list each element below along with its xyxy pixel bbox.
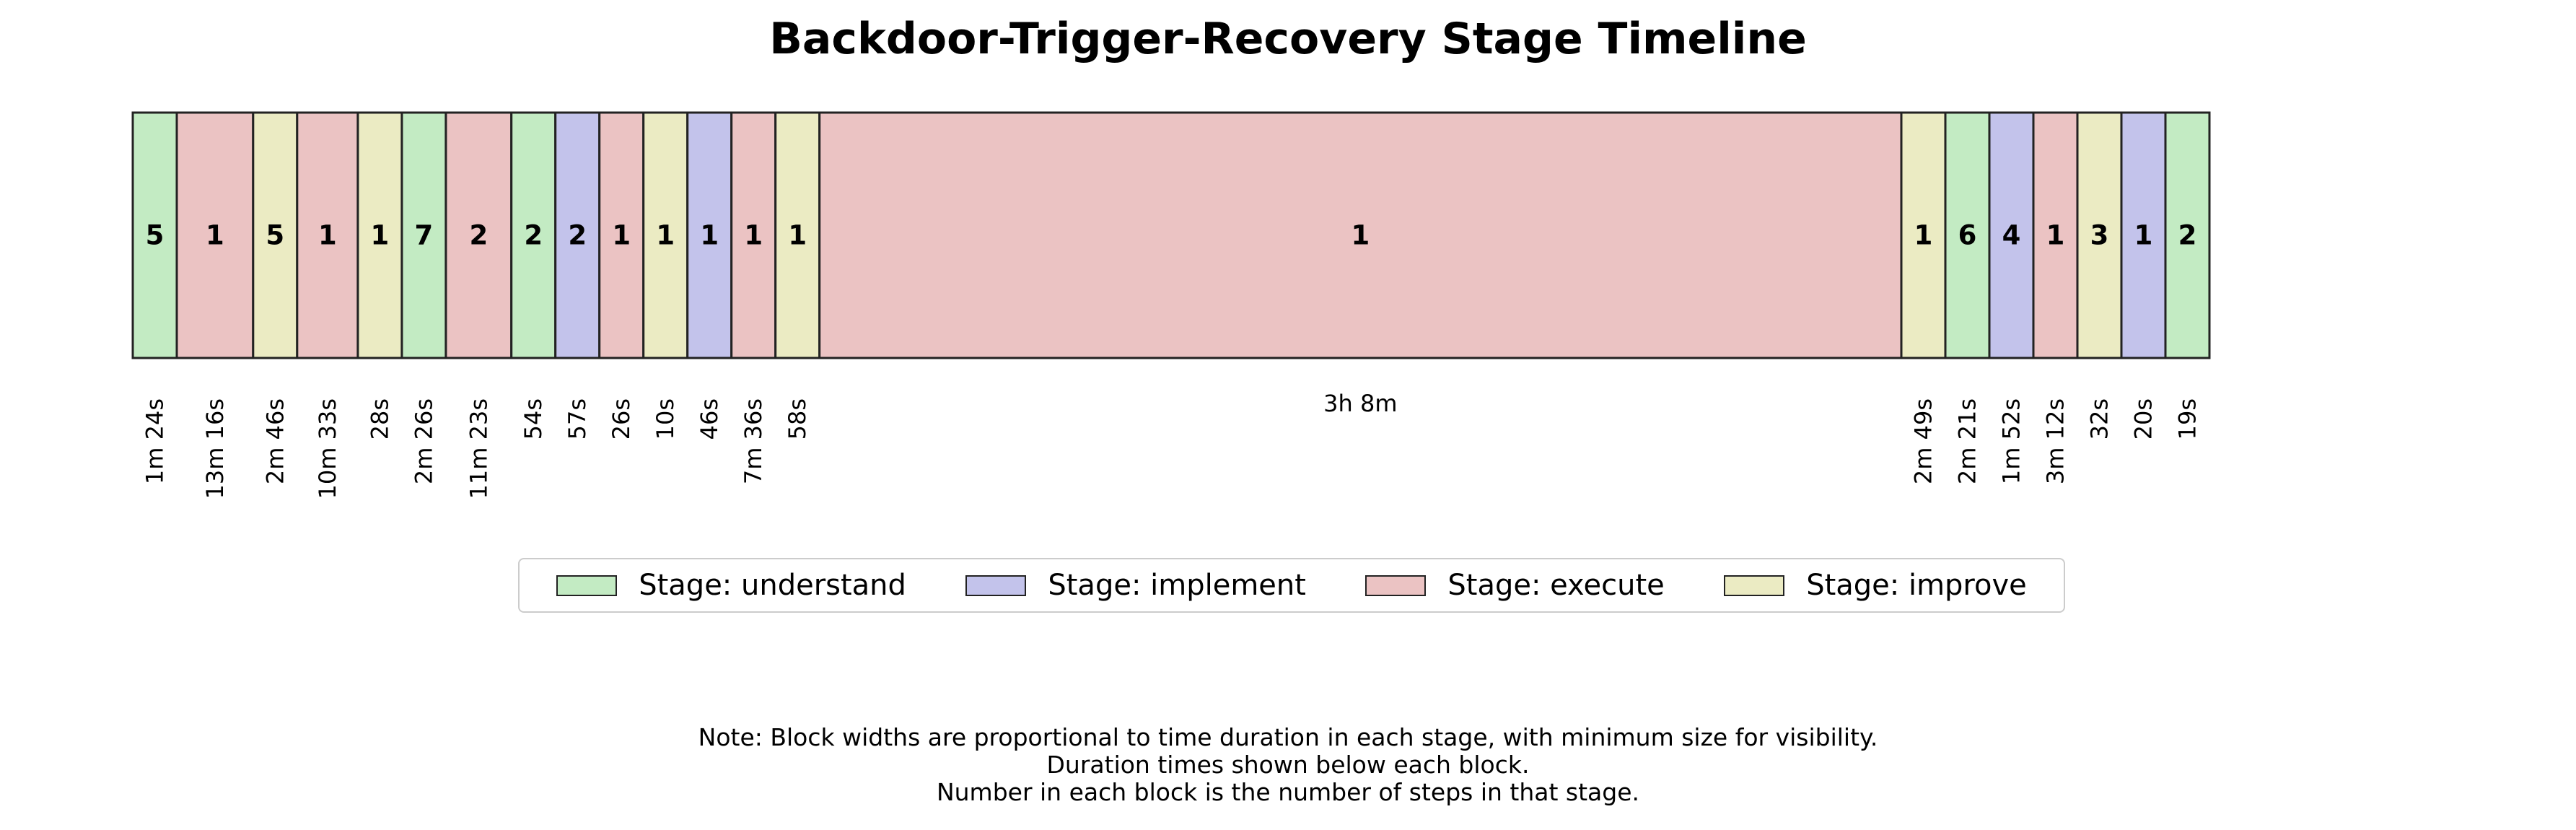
timeline-block-implement (2120, 111, 2167, 359)
timeline-block-execute (598, 111, 645, 359)
timeline-block-improve (642, 111, 689, 359)
block-duration-label: 7m 36s (740, 398, 767, 484)
timeline-block-improve (774, 111, 821, 359)
timeline-block-improve (356, 111, 403, 359)
block-duration-label: 2m 46s (261, 398, 289, 484)
block-step-count: 1 (656, 220, 675, 251)
timeline-block-improve (252, 111, 299, 359)
block-duration-label: 2m 26s (410, 398, 437, 484)
legend-item: Stage: improve (1724, 568, 2027, 603)
block-duration-label: 19s (2174, 398, 2202, 440)
block-step-count: 1 (2046, 220, 2065, 251)
block-duration-label: 2m 21s (1954, 398, 1981, 484)
legend-item: Stage: execute (1365, 568, 1665, 603)
block-duration-label: 10s (652, 398, 679, 440)
timeline-block-execute (730, 111, 777, 359)
block-step-count: 2 (469, 220, 488, 251)
legend-item: Stage: implement (965, 568, 1306, 603)
block-duration-label: 3h 8m (1323, 390, 1397, 417)
block-duration-label: 32s (2086, 398, 2113, 440)
block-duration-label: 1m 52s (1998, 398, 2025, 484)
block-step-count: 1 (700, 220, 719, 251)
timeline-block-understand (400, 111, 447, 359)
timeline-block-execute (2032, 111, 2079, 359)
block-step-count: 1 (612, 220, 631, 251)
block-duration-label: 2m 49s (1910, 398, 1937, 484)
timeline-block-implement (686, 111, 733, 359)
block-duration-label: 46s (696, 398, 723, 440)
block-duration-label: 11m 23s (465, 398, 492, 499)
block-duration-label: 1m 24s (141, 398, 169, 484)
timeline-block-execute (175, 111, 255, 359)
timeline-block-understand (2164, 111, 2211, 359)
block-duration-label: 3m 12s (2042, 398, 2069, 484)
timeline-block-improve (1900, 111, 1947, 359)
block-step-count: 1 (318, 220, 337, 251)
timeline-block-implement (1988, 111, 2035, 359)
block-step-count: 1 (371, 220, 390, 251)
legend-swatch (1724, 575, 1785, 596)
footnote-line: Duration times shown below each block. (1046, 751, 1530, 779)
block-step-count: 2 (568, 220, 587, 251)
block-step-count: 1 (1351, 220, 1370, 251)
legend-label: Stage: understand (639, 569, 906, 602)
block-duration-label: 10m 33s (314, 398, 341, 499)
block-step-count: 1 (1914, 220, 1933, 251)
footnote-line: Note: Block widths are proportional to t… (698, 723, 1878, 751)
footnote-line: Number in each block is the number of st… (936, 778, 1640, 806)
timeline-block-execute (296, 111, 359, 359)
timeline-block-understand (1944, 111, 1991, 359)
footnote: Note: Block widths are proportional to t… (0, 724, 2576, 806)
block-step-count: 7 (415, 220, 434, 251)
block-step-count: 1 (788, 220, 807, 251)
legend-item: Stage: understand (556, 568, 906, 603)
block-duration-label: 20s (2130, 398, 2157, 440)
legend-label: Stage: implement (1048, 569, 1306, 602)
block-duration-label: 57s (564, 398, 591, 440)
timeline-block-implement (554, 111, 601, 359)
legend-swatch (1365, 575, 1427, 596)
block-duration-label: 28s (366, 398, 393, 440)
block-duration-label: 13m 16s (201, 398, 229, 499)
blocks-layer (131, 111, 2211, 359)
legend-label: Stage: execute (1447, 569, 1665, 602)
timeline-block-understand (510, 111, 557, 359)
timeline-block-execute (818, 111, 1903, 359)
block-duration-label: 26s (608, 398, 635, 440)
block-step-count: 6 (1958, 220, 1977, 251)
block-step-count: 4 (2002, 220, 2021, 251)
block-step-count: 1 (744, 220, 763, 251)
chart-title: Backdoor-Trigger-Recovery Stage Timeline (769, 14, 1807, 64)
legend: Stage: understand Stage: implement Stage: … (518, 558, 2065, 613)
duration-labels-layer: 1m 24s 13m 16s 2m 46s 10m 33s 28s 2m 26s 11m 2… (141, 390, 2202, 499)
block-step-count: 1 (2134, 220, 2153, 251)
block-step-count: 1 (206, 220, 224, 251)
block-step-count: 2 (524, 220, 543, 251)
timeline-block-understand (131, 111, 178, 359)
block-duration-label: 58s (784, 398, 811, 440)
legend-swatch (965, 575, 1027, 596)
block-step-count: 5 (266, 220, 284, 251)
legend-swatch (556, 575, 618, 596)
block-step-count: 3 (2090, 220, 2109, 251)
block-step-count: 2 (2178, 220, 2197, 251)
legend-label: Stage: improve (1806, 569, 2027, 602)
block-step-count: 5 (146, 220, 165, 251)
block-duration-label: 54s (520, 398, 547, 440)
